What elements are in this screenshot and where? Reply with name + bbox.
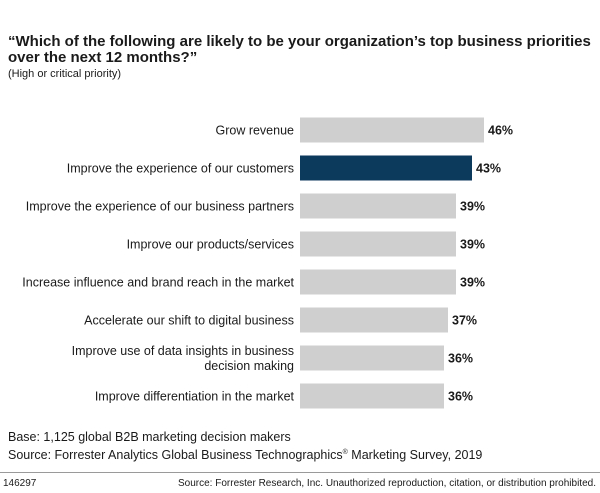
chart-subtitle: (High or critical priority)	[8, 68, 122, 80]
value-label: 37%	[452, 314, 477, 328]
value-label: 39%	[460, 276, 485, 290]
value-label: 36%	[448, 390, 473, 404]
bar	[300, 193, 456, 219]
value-label: 39%	[460, 200, 485, 214]
value-label: 43%	[476, 162, 501, 176]
category-label: Accelerate our shift to digital business	[84, 314, 294, 328]
bar	[300, 231, 456, 257]
category-label: Increase influence and brand reach in th…	[22, 276, 294, 290]
value-label: 36%	[448, 352, 473, 366]
bar	[300, 345, 444, 371]
category-label: Improve the experience of our business p…	[26, 200, 294, 214]
bar	[300, 383, 444, 409]
bar	[300, 155, 472, 181]
registered-mark: ®	[342, 448, 348, 456]
source-suffix: Marketing Survey, 2019	[347, 448, 483, 462]
footer-id: 146297	[3, 478, 37, 489]
chart-title: “Which of the following are likely to be…	[8, 33, 591, 66]
bar	[300, 307, 448, 333]
category-label: Improve differentiation in the market	[95, 390, 295, 404]
base-note: Base: 1,125 global B2B marketing decisio…	[8, 430, 291, 444]
footer-divider	[0, 472, 600, 473]
source-note: Source: Forrester Analytics Global Busin…	[8, 448, 482, 462]
value-label: 39%	[460, 238, 485, 252]
value-label: 46%	[488, 124, 513, 138]
source-prefix: Source: Forrester Analytics Global Busin…	[8, 448, 343, 462]
bar	[300, 117, 484, 143]
category-label: Improve use of data insights in business…	[72, 344, 294, 373]
bar	[300, 269, 456, 295]
bar-chart: Grow revenue 46% Improve the experience of…	[22, 117, 513, 409]
category-label: Improve the experience of our customers	[67, 162, 294, 176]
footer-copyright: Source: Forrester Research, Inc. Unautho…	[178, 478, 596, 489]
category-label: Grow revenue	[215, 124, 294, 138]
category-label: Improve our products/services	[127, 238, 294, 252]
